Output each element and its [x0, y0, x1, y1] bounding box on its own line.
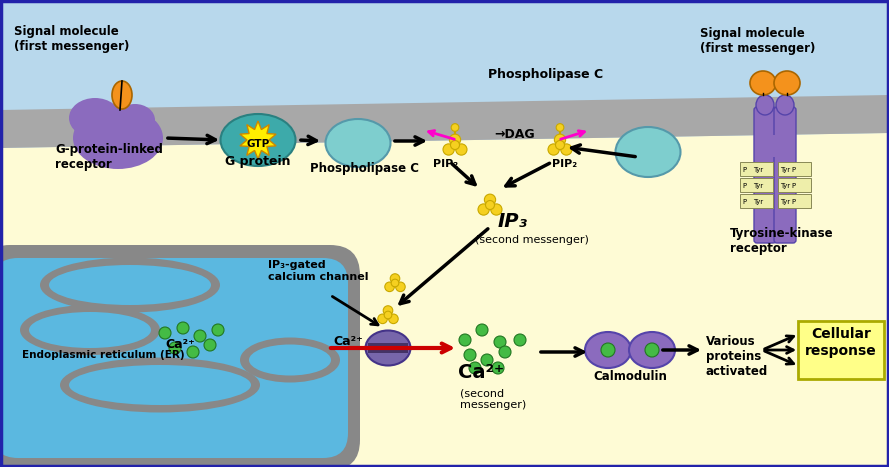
Circle shape [169, 342, 181, 354]
Text: messenger): messenger) [460, 400, 526, 410]
Circle shape [384, 311, 392, 319]
Circle shape [391, 279, 399, 287]
Ellipse shape [69, 98, 121, 138]
Circle shape [491, 204, 502, 215]
Polygon shape [240, 121, 276, 159]
Ellipse shape [60, 358, 260, 412]
Ellipse shape [756, 95, 774, 115]
Circle shape [159, 327, 171, 339]
Bar [608, 343, 652, 357]
FancyBboxPatch shape [740, 177, 773, 191]
Circle shape [459, 334, 471, 346]
Ellipse shape [750, 71, 776, 95]
Circle shape [476, 324, 488, 336]
Text: Tyrosine-kinase
receptor: Tyrosine-kinase receptor [730, 227, 834, 255]
Ellipse shape [115, 104, 155, 136]
Text: →DAG: →DAG [494, 128, 534, 141]
Circle shape [469, 362, 481, 374]
Circle shape [555, 134, 565, 145]
Circle shape [443, 144, 454, 155]
Bar [757, 135, 793, 157]
FancyBboxPatch shape [778, 162, 811, 176]
FancyBboxPatch shape [754, 107, 776, 243]
Polygon shape [0, 95, 889, 148]
Circle shape [204, 339, 216, 351]
Text: Endoplasmic reticulum (ER): Endoplasmic reticulum (ER) [22, 350, 185, 360]
Circle shape [187, 346, 199, 358]
Text: PIP₂: PIP₂ [552, 159, 577, 169]
Text: P: P [791, 167, 795, 173]
Text: IP₃-gated
calcium channel: IP₃-gated calcium channel [268, 261, 369, 282]
Bar [368, 343, 408, 353]
Circle shape [451, 124, 459, 131]
Circle shape [548, 144, 559, 155]
Ellipse shape [325, 119, 390, 167]
Text: (second: (second [460, 388, 504, 398]
Ellipse shape [776, 95, 794, 115]
Text: GTP: GTP [246, 139, 269, 149]
Ellipse shape [112, 81, 132, 109]
Circle shape [177, 322, 189, 334]
Circle shape [385, 282, 395, 291]
Ellipse shape [365, 331, 411, 366]
Circle shape [449, 134, 461, 145]
Circle shape [388, 314, 398, 324]
Ellipse shape [20, 305, 160, 355]
Circle shape [464, 349, 476, 361]
Text: (second messenger): (second messenger) [475, 235, 589, 245]
Ellipse shape [40, 257, 220, 312]
Ellipse shape [249, 345, 331, 375]
Ellipse shape [69, 365, 251, 405]
Circle shape [378, 314, 388, 324]
Text: Various
proteins
activated: Various proteins activated [706, 335, 768, 378]
Text: Calmodulin: Calmodulin [593, 370, 667, 383]
Ellipse shape [629, 332, 675, 368]
Text: Ca²⁺: Ca²⁺ [458, 363, 504, 382]
Circle shape [494, 336, 506, 348]
Text: P: P [791, 183, 795, 189]
Text: P: P [791, 199, 795, 205]
Text: Tyr: Tyr [780, 183, 790, 189]
Text: IP₃: IP₃ [498, 212, 528, 231]
Text: Cellular: Cellular [811, 327, 871, 341]
Circle shape [481, 354, 493, 366]
Text: P: P [742, 183, 746, 189]
Circle shape [601, 343, 615, 357]
Text: Phospholipase C: Phospholipase C [310, 162, 419, 175]
Ellipse shape [49, 265, 211, 305]
Text: Signal molecule
(first messenger): Signal molecule (first messenger) [700, 27, 815, 55]
Circle shape [383, 306, 393, 315]
Text: P: P [742, 167, 746, 173]
Text: Signal molecule
(first messenger): Signal molecule (first messenger) [14, 25, 130, 53]
Text: Phospholipase C: Phospholipase C [488, 68, 603, 81]
Circle shape [492, 362, 504, 374]
Ellipse shape [73, 107, 163, 169]
Text: Tyr: Tyr [780, 199, 790, 205]
Text: Ca²⁺: Ca²⁺ [165, 338, 195, 351]
Ellipse shape [220, 114, 295, 166]
FancyBboxPatch shape [0, 258, 348, 458]
Circle shape [396, 282, 405, 291]
Circle shape [212, 324, 224, 336]
FancyBboxPatch shape [774, 107, 796, 243]
Text: response: response [805, 344, 877, 358]
Circle shape [194, 330, 206, 342]
Circle shape [499, 346, 511, 358]
Text: PIP₂: PIP₂ [433, 159, 458, 169]
Circle shape [456, 144, 467, 155]
Circle shape [390, 274, 400, 283]
Text: Tyr: Tyr [753, 167, 763, 173]
FancyBboxPatch shape [778, 193, 811, 207]
Text: Ca²⁺: Ca²⁺ [333, 335, 363, 348]
Text: G protein: G protein [225, 155, 291, 168]
FancyBboxPatch shape [778, 177, 811, 191]
FancyBboxPatch shape [740, 193, 773, 207]
Circle shape [561, 144, 572, 155]
Circle shape [451, 141, 460, 149]
Text: Tyr: Tyr [753, 199, 763, 205]
Circle shape [478, 204, 489, 215]
Circle shape [556, 141, 565, 149]
FancyBboxPatch shape [0, 245, 360, 467]
Circle shape [485, 200, 494, 210]
